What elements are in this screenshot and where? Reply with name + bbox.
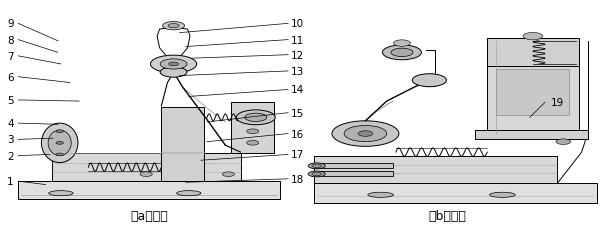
Text: 2: 2 [7, 151, 14, 161]
Text: 3: 3 [7, 135, 14, 145]
Circle shape [247, 141, 259, 146]
Ellipse shape [490, 192, 515, 198]
Ellipse shape [48, 131, 71, 156]
Ellipse shape [312, 164, 322, 168]
Text: 7: 7 [7, 52, 14, 62]
Ellipse shape [177, 191, 201, 196]
Text: 6: 6 [7, 72, 14, 82]
Circle shape [222, 172, 234, 177]
Ellipse shape [312, 172, 322, 176]
FancyBboxPatch shape [314, 164, 393, 169]
Text: 14: 14 [291, 85, 304, 95]
FancyBboxPatch shape [487, 39, 579, 67]
Circle shape [140, 172, 152, 177]
Text: 8: 8 [7, 35, 14, 46]
Circle shape [332, 121, 399, 147]
Text: 13: 13 [291, 67, 304, 77]
Circle shape [382, 46, 421, 61]
Circle shape [169, 63, 178, 67]
Circle shape [163, 22, 185, 31]
FancyBboxPatch shape [314, 184, 597, 203]
Circle shape [150, 56, 197, 73]
Circle shape [56, 130, 63, 133]
Text: 16: 16 [291, 129, 304, 139]
Text: 5: 5 [7, 95, 14, 106]
Ellipse shape [308, 171, 325, 177]
Circle shape [160, 68, 187, 78]
Ellipse shape [49, 191, 73, 196]
Circle shape [412, 74, 446, 87]
Circle shape [236, 110, 275, 125]
Circle shape [391, 49, 413, 57]
FancyBboxPatch shape [161, 107, 204, 181]
Text: 18: 18 [291, 174, 304, 184]
Text: （b）逆向: （b）逆向 [429, 209, 466, 222]
Text: 10: 10 [291, 19, 304, 29]
Text: 1: 1 [7, 176, 14, 186]
Text: 17: 17 [291, 150, 304, 160]
Text: 19: 19 [551, 98, 565, 108]
Circle shape [556, 139, 571, 145]
Circle shape [344, 126, 387, 142]
FancyBboxPatch shape [496, 69, 569, 116]
Text: 12: 12 [291, 50, 304, 61]
Circle shape [56, 142, 63, 145]
Circle shape [160, 60, 187, 70]
FancyBboxPatch shape [231, 103, 274, 154]
Text: 9: 9 [7, 19, 14, 29]
Circle shape [393, 41, 410, 47]
FancyBboxPatch shape [475, 131, 588, 140]
Text: 15: 15 [291, 108, 304, 118]
FancyBboxPatch shape [314, 172, 393, 177]
FancyBboxPatch shape [487, 42, 579, 134]
Ellipse shape [308, 163, 325, 169]
Text: 11: 11 [291, 35, 304, 46]
Circle shape [523, 33, 543, 41]
Circle shape [56, 153, 63, 156]
Ellipse shape [368, 192, 393, 198]
Circle shape [247, 129, 259, 134]
Circle shape [245, 114, 267, 122]
Ellipse shape [41, 124, 78, 163]
FancyBboxPatch shape [18, 181, 280, 199]
Circle shape [168, 24, 179, 29]
FancyBboxPatch shape [52, 154, 241, 181]
Circle shape [358, 131, 373, 137]
Text: 4: 4 [7, 119, 14, 129]
Text: （a）正向: （a）正向 [130, 209, 168, 222]
FancyBboxPatch shape [314, 156, 557, 184]
